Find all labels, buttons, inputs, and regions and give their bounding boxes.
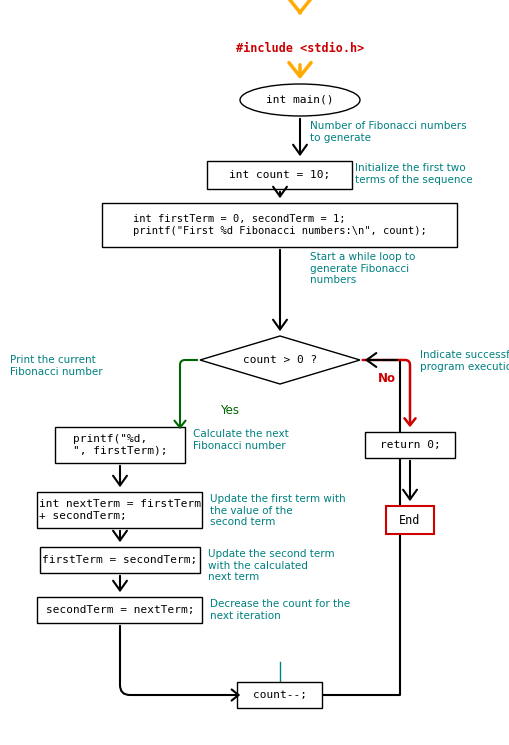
Text: Number of Fibonacci numbers
to generate: Number of Fibonacci numbers to generate bbox=[310, 121, 467, 142]
Bar bbox=[102, 203, 458, 247]
Bar bbox=[208, 161, 353, 189]
Text: Initialize the first two
terms of the sequence: Initialize the first two terms of the se… bbox=[355, 163, 473, 185]
Text: Print the current
Fibonacci number: Print the current Fibonacci number bbox=[10, 355, 103, 377]
Text: Update the first term with
the value of the
second term: Update the first term with the value of … bbox=[210, 494, 346, 527]
Text: Indicate successful
program execution: Indicate successful program execution bbox=[420, 350, 509, 372]
Text: int nextTerm = firstTerm
+ secondTerm;: int nextTerm = firstTerm + secondTerm; bbox=[39, 499, 201, 521]
Text: int count = 10;: int count = 10; bbox=[230, 170, 331, 180]
Bar bbox=[40, 547, 200, 573]
Bar bbox=[386, 506, 434, 534]
Text: Update the second term
with the calculated
next term: Update the second term with the calculat… bbox=[208, 549, 334, 582]
Text: printf("%d,
", firstTerm);: printf("%d, ", firstTerm); bbox=[73, 434, 167, 456]
Bar bbox=[38, 492, 203, 528]
Text: firstTerm = secondTerm;: firstTerm = secondTerm; bbox=[42, 555, 197, 565]
Text: Decrease the count for the
next iteration: Decrease the count for the next iteratio… bbox=[210, 599, 350, 621]
Ellipse shape bbox=[240, 84, 360, 116]
Text: End: End bbox=[400, 513, 420, 527]
Text: Yes: Yes bbox=[220, 404, 240, 416]
Bar bbox=[365, 432, 455, 458]
Bar bbox=[38, 597, 203, 623]
Bar bbox=[238, 682, 323, 708]
Text: Start a while loop to
generate Fibonacci
numbers: Start a while loop to generate Fibonacci… bbox=[310, 252, 415, 285]
Bar bbox=[55, 427, 185, 463]
Text: #include <stdio.h>: #include <stdio.h> bbox=[236, 42, 364, 54]
Text: int main(): int main() bbox=[266, 95, 334, 105]
Text: int firstTerm = 0, secondTerm = 1;
printf("First %d Fibonacci numbers:\n", count: int firstTerm = 0, secondTerm = 1; print… bbox=[133, 215, 427, 236]
Text: No: No bbox=[378, 372, 396, 384]
Text: return 0;: return 0; bbox=[380, 440, 440, 450]
Text: count > 0 ?: count > 0 ? bbox=[243, 355, 317, 365]
Text: secondTerm = nextTerm;: secondTerm = nextTerm; bbox=[46, 605, 194, 615]
Text: count--;: count--; bbox=[253, 690, 307, 700]
Text: Calculate the next
Fibonacci number: Calculate the next Fibonacci number bbox=[193, 429, 289, 451]
Polygon shape bbox=[200, 336, 360, 384]
